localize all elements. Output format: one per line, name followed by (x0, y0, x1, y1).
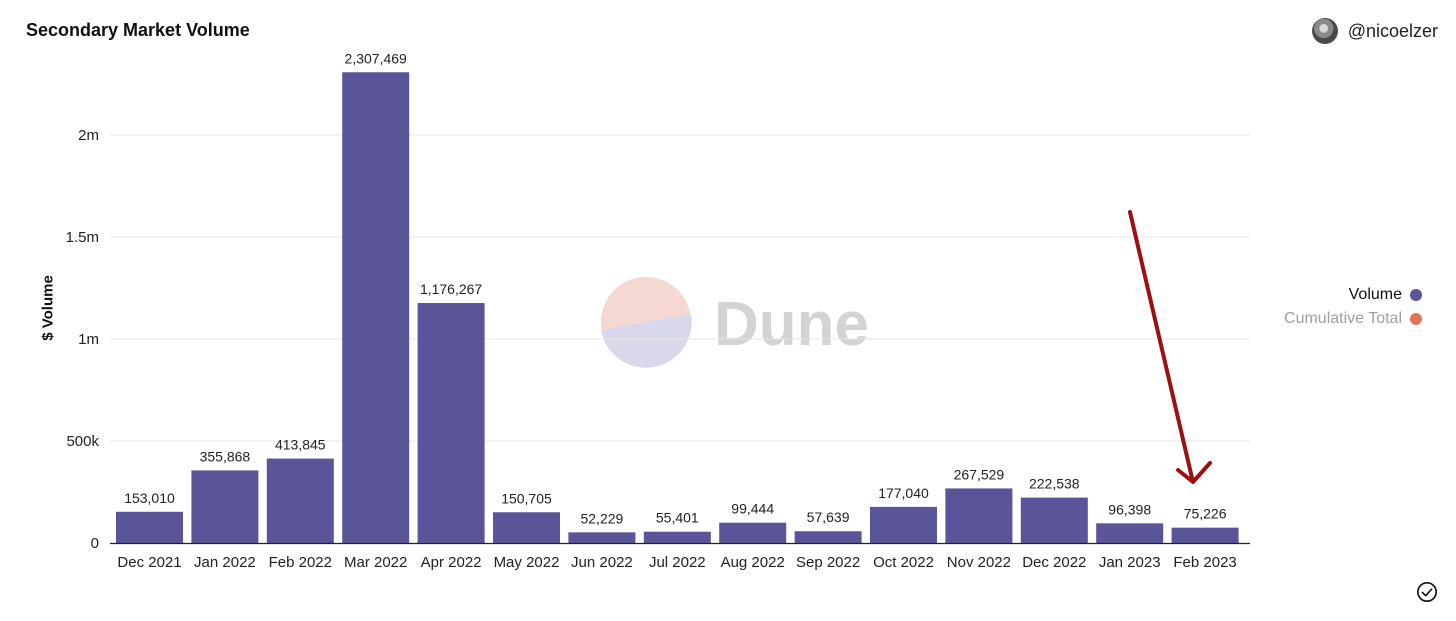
bar[interactable] (493, 512, 560, 543)
data-label: 52,229 (580, 510, 623, 526)
data-label: 2,307,469 (345, 50, 407, 66)
bar[interactable] (1171, 527, 1239, 543)
x-tick-label: Dec 2021 (117, 554, 181, 571)
dune-watermark: Dune (601, 277, 869, 368)
data-label: 177,040 (878, 485, 929, 501)
legend-label: Cumulative Total (1284, 310, 1402, 327)
bar[interactable] (568, 532, 636, 543)
bar[interactable] (870, 506, 937, 543)
author-handle: @nicoelzer (1347, 20, 1438, 41)
legend-dot-icon (1410, 289, 1422, 301)
x-tick-label: Feb 2023 (1173, 554, 1236, 571)
bar[interactable] (643, 531, 711, 543)
bar[interactable] (945, 488, 1013, 543)
data-label: 57,639 (807, 509, 850, 525)
x-tick-label: Aug 2022 (721, 554, 785, 571)
data-label: 355,868 (200, 448, 251, 464)
y-tick-label: 0 (91, 535, 99, 552)
watermark-text: Dune (714, 290, 869, 359)
author-badge[interactable]: @nicoelzer (1311, 18, 1438, 44)
data-label: 99,444 (731, 501, 774, 517)
x-tick-label: Mar 2022 (344, 554, 407, 571)
bar[interactable] (266, 458, 334, 543)
x-tick-label: Jun 2022 (571, 554, 633, 571)
bar[interactable] (794, 531, 862, 543)
x-tick-label: Jan 2023 (1099, 554, 1161, 571)
legend-label: Volume (1348, 286, 1402, 303)
dune-logo-lower-half (601, 314, 692, 368)
data-label: 153,010 (124, 490, 175, 506)
x-tick-label: Jul 2022 (649, 554, 706, 571)
legend-item-volume[interactable]: Volume (1349, 286, 1422, 304)
data-label: 55,401 (656, 510, 699, 526)
legend-item-cumulative-total[interactable]: Cumulative Total (1284, 310, 1422, 328)
x-tick-label: Dec 2022 (1022, 554, 1086, 571)
data-label: 75,226 (1184, 506, 1227, 522)
bar[interactable] (417, 303, 485, 543)
bar[interactable] (191, 470, 259, 543)
arrow-head (1176, 461, 1212, 484)
bar[interactable] (116, 511, 183, 543)
y-tick-label: 1.5m (66, 229, 99, 246)
data-label: 267,529 (954, 466, 1005, 482)
x-tick-label: May 2022 (494, 554, 560, 571)
bar[interactable] (719, 522, 787, 543)
x-tick-label: Apr 2022 (421, 554, 482, 571)
chart-title: Secondary Market Volume (26, 20, 250, 40)
annotation-arrow (1128, 210, 1212, 484)
bar[interactable] (342, 72, 410, 544)
data-label: 222,538 (1029, 476, 1080, 492)
arrow-shaft (1128, 210, 1194, 480)
x-tick-label: Oct 2022 (873, 554, 934, 571)
y-tick-label: 1m (78, 331, 99, 348)
data-label: 96,398 (1108, 501, 1151, 517)
bar[interactable] (1096, 523, 1164, 543)
chart-legend: Volume Cumulative Total (1284, 286, 1422, 328)
bar[interactable] (1020, 497, 1088, 543)
legend-dot-icon (1410, 313, 1422, 325)
data-label: 1,176,267 (420, 281, 482, 297)
x-tick-label: Nov 2022 (947, 554, 1011, 571)
check-circle-icon[interactable] (1416, 581, 1438, 603)
author-avatar (1311, 18, 1338, 44)
x-tick-label: Jan 2022 (194, 554, 256, 571)
y-tick-label: 500k (66, 433, 99, 450)
y-tick-label: 2m (78, 127, 99, 144)
data-label: 150,705 (501, 490, 552, 506)
x-tick-label: Sep 2022 (796, 554, 860, 571)
x-tick-label: Feb 2022 (269, 554, 332, 571)
data-label: 413,845 (275, 437, 326, 453)
